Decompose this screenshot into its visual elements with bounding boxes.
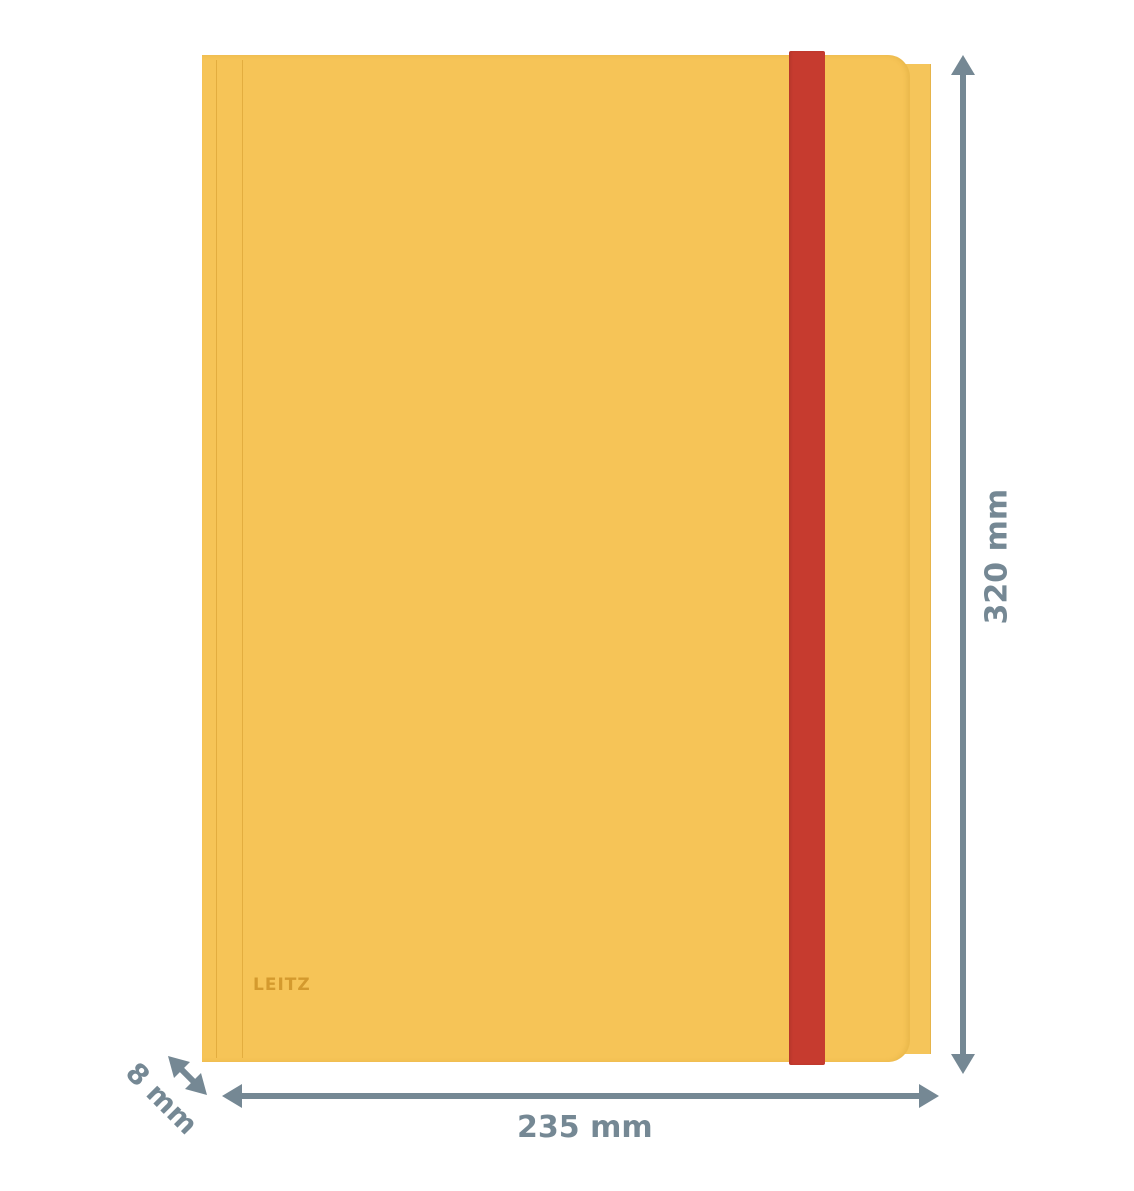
brand-logo: LEITZ bbox=[253, 975, 311, 995]
depth-arrow bbox=[168, 1056, 207, 1095]
width-label: 235 mm bbox=[517, 1110, 653, 1145]
height-label: 320 mm bbox=[979, 488, 1015, 625]
elastic-band bbox=[789, 51, 825, 1065]
width-arrow bbox=[222, 1084, 939, 1108]
height-arrow bbox=[951, 55, 975, 1074]
spine-crease bbox=[216, 60, 217, 1058]
spine-crease bbox=[242, 60, 243, 1058]
